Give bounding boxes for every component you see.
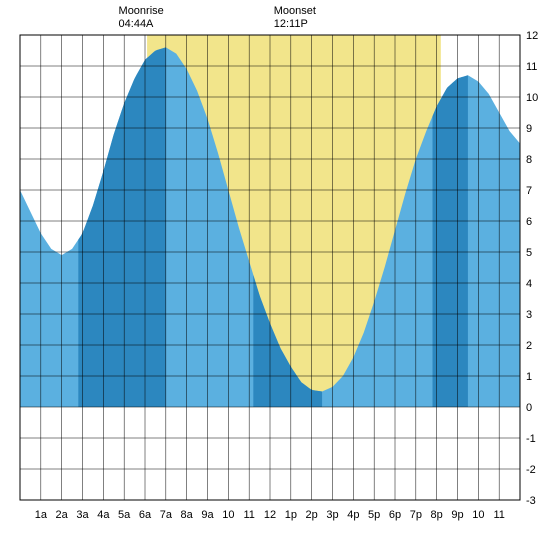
y-tick-label: 7 — [526, 185, 532, 197]
x-tick-label: 2a — [56, 509, 69, 521]
x-tick-label: 3p — [326, 509, 338, 521]
x-tick-label: 1a — [35, 509, 48, 521]
tide-chart: -3-2-101234567891011121a2a3a4a5a6a7a8a9a… — [0, 0, 550, 550]
x-tick-label: 4a — [97, 509, 110, 521]
moonset-time: 12:11P — [274, 18, 308, 30]
x-tick-label: 9p — [451, 509, 463, 521]
x-tick-label: 11 — [243, 509, 254, 521]
x-tick-label: 10 — [472, 509, 484, 521]
y-tick-label: -3 — [526, 495, 536, 507]
y-tick-label: 11 — [526, 61, 537, 73]
y-tick-label: 3 — [526, 309, 532, 321]
y-tick-label: 5 — [526, 247, 532, 259]
y-tick-label: 0 — [526, 402, 532, 414]
x-tick-label: 6p — [389, 509, 401, 521]
x-tick-label: 10 — [222, 509, 234, 521]
x-tick-label: 11 — [493, 509, 504, 521]
y-tick-label: 8 — [526, 154, 532, 166]
moonrise-time: 04:44A — [119, 18, 155, 30]
x-tick-label: 6a — [139, 509, 152, 521]
moonrise-label: Moonrise — [119, 5, 164, 17]
y-tick-label: -2 — [526, 464, 536, 476]
x-tick-label: 12 — [264, 509, 276, 521]
x-tick-label: 1p — [285, 509, 297, 521]
y-tick-label: -1 — [526, 433, 536, 445]
x-tick-label: 5a — [118, 509, 131, 521]
x-tick-label: 5p — [368, 509, 380, 521]
y-tick-label: 10 — [526, 92, 538, 104]
x-tick-label: 2p — [306, 509, 318, 521]
x-tick-label: 8a — [181, 509, 194, 521]
y-tick-label: 12 — [526, 30, 538, 42]
x-tick-label: 7a — [160, 509, 173, 521]
y-tick-label: 2 — [526, 340, 532, 352]
x-tick-label: 4p — [347, 509, 359, 521]
x-tick-label: 9a — [201, 509, 214, 521]
y-tick-label: 4 — [526, 278, 532, 290]
y-tick-label: 1 — [526, 371, 532, 383]
y-tick-label: 9 — [526, 123, 532, 135]
x-tick-label: 3a — [76, 509, 89, 521]
chart-svg: -3-2-101234567891011121a2a3a4a5a6a7a8a9a… — [0, 0, 550, 550]
x-tick-label: 8p — [431, 509, 443, 521]
y-tick-label: 6 — [526, 216, 532, 228]
moonset-label: Moonset — [274, 5, 316, 17]
x-tick-label: 7p — [410, 509, 422, 521]
